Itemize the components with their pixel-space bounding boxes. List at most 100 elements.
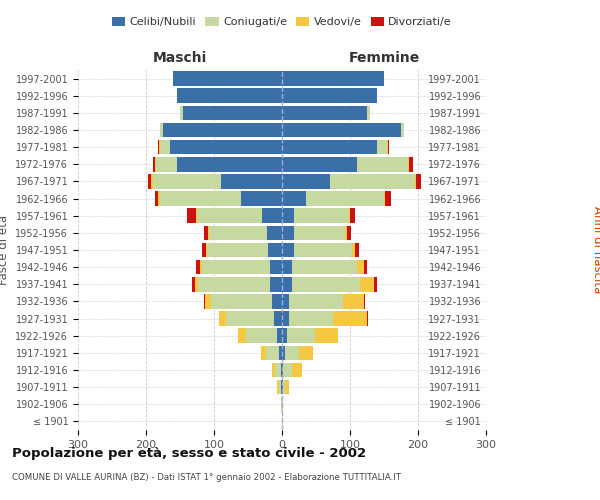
Bar <box>205 226 208 240</box>
Bar <box>261 346 266 360</box>
Bar <box>156 157 176 172</box>
Bar <box>281 380 282 394</box>
Bar <box>241 192 282 206</box>
Bar <box>272 362 275 378</box>
Bar <box>207 242 268 258</box>
Bar <box>272 294 282 308</box>
Bar <box>292 277 360 291</box>
Bar <box>294 226 345 240</box>
Bar <box>278 380 281 394</box>
Bar <box>270 277 282 291</box>
Bar <box>268 242 282 258</box>
Bar <box>292 362 302 378</box>
Bar <box>282 174 329 188</box>
Bar <box>283 362 292 378</box>
Bar <box>173 72 282 86</box>
Bar <box>267 226 282 240</box>
Bar <box>294 208 349 223</box>
Bar <box>204 294 205 308</box>
Bar <box>202 260 270 274</box>
Bar <box>415 174 416 188</box>
Text: Femmine: Femmine <box>349 51 419 65</box>
Bar <box>160 140 170 154</box>
Bar <box>282 242 294 258</box>
Bar <box>377 140 388 154</box>
Bar <box>289 312 333 326</box>
Bar <box>329 174 415 188</box>
Bar <box>282 226 294 240</box>
Bar <box>384 192 385 206</box>
Bar <box>343 294 364 308</box>
Bar <box>196 208 197 223</box>
Bar <box>299 346 313 360</box>
Bar <box>416 174 421 188</box>
Bar <box>211 294 272 308</box>
Bar <box>220 312 226 326</box>
Bar <box>282 380 283 394</box>
Bar <box>158 192 160 206</box>
Bar <box>176 157 282 172</box>
Bar <box>350 208 355 223</box>
Bar <box>184 106 282 120</box>
Bar <box>401 122 404 138</box>
Bar <box>275 362 281 378</box>
Bar <box>196 260 200 274</box>
Bar <box>282 260 292 274</box>
Bar <box>360 277 374 291</box>
Bar <box>286 346 299 360</box>
Bar <box>202 242 206 258</box>
Bar <box>170 140 282 154</box>
Bar <box>159 140 160 154</box>
Bar <box>282 140 377 154</box>
Bar <box>221 174 282 188</box>
Bar <box>367 312 368 326</box>
Bar <box>282 312 289 326</box>
Bar <box>160 122 163 138</box>
Bar <box>282 277 292 291</box>
Bar <box>160 192 241 206</box>
Bar <box>357 157 408 172</box>
Bar <box>355 242 359 258</box>
Bar <box>153 174 221 188</box>
Bar <box>246 328 277 343</box>
Bar <box>364 294 365 308</box>
Bar <box>282 208 294 223</box>
Bar <box>200 260 202 274</box>
Bar <box>283 380 286 394</box>
Bar <box>281 397 282 411</box>
Bar <box>155 157 156 172</box>
Bar <box>408 157 409 172</box>
Bar <box>195 277 199 291</box>
Bar <box>151 174 153 188</box>
Bar <box>314 328 338 343</box>
Bar <box>148 174 151 188</box>
Bar <box>277 328 282 343</box>
Bar <box>187 208 196 223</box>
Bar <box>277 380 278 394</box>
Bar <box>262 208 282 223</box>
Bar <box>163 122 282 138</box>
Bar <box>155 192 158 206</box>
Bar <box>176 88 282 103</box>
Text: COMUNE DI VALLE AURINA (BZ) - Dati ISTAT 1° gennaio 2002 - Elaborazione TUTTITAL: COMUNE DI VALLE AURINA (BZ) - Dati ISTAT… <box>12 472 401 482</box>
Bar <box>294 242 352 258</box>
Bar <box>282 294 289 308</box>
Bar <box>282 157 357 172</box>
Bar <box>357 260 364 274</box>
Bar <box>388 140 389 154</box>
Bar <box>180 106 184 120</box>
Bar <box>238 328 246 343</box>
Bar <box>349 208 350 223</box>
Bar <box>364 260 367 274</box>
Bar <box>282 362 283 378</box>
Bar <box>287 328 314 343</box>
Bar <box>226 312 274 326</box>
Bar <box>197 208 262 223</box>
Bar <box>352 242 355 258</box>
Text: Anni di nascita: Anni di nascita <box>590 206 600 294</box>
Bar <box>409 157 413 172</box>
Bar <box>191 277 195 291</box>
Bar <box>266 346 278 360</box>
Y-axis label: Fasce di età: Fasce di età <box>0 215 10 285</box>
Bar <box>333 312 367 326</box>
